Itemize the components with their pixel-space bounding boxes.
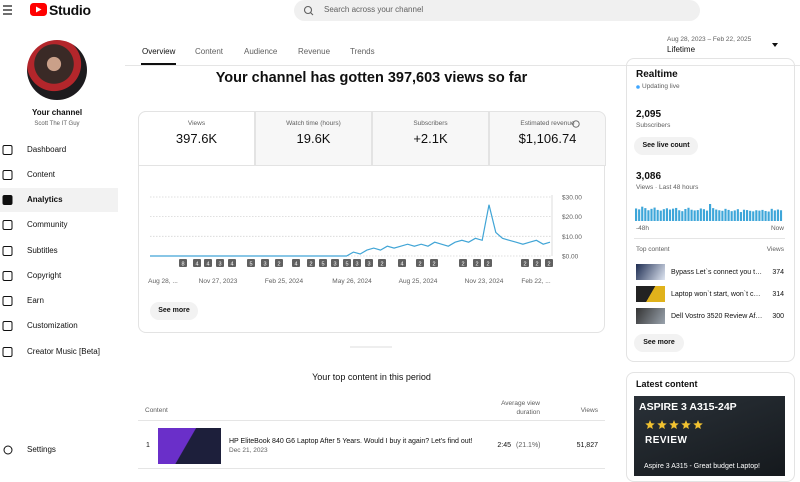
realtime-see-more-label[interactable]: See more xyxy=(643,339,675,346)
metric-label: Watch time (hours) xyxy=(286,120,341,127)
menu-selected-bg xyxy=(0,188,118,212)
row-title[interactable]: HP EliteBook 840 G6 Laptop After 5 Years… xyxy=(229,438,473,445)
item-thumbnail[interactable] xyxy=(636,264,665,280)
item-title[interactable]: Bypass Let`s connect you t… xyxy=(671,269,763,276)
menu-item[interactable]: Content xyxy=(27,170,56,179)
realtime-see-more-button[interactable] xyxy=(634,334,684,352)
realtime-divider xyxy=(634,238,785,239)
axis-end: Now xyxy=(770,225,784,232)
realtime-status: Updating live xyxy=(642,83,680,90)
latest-title: Latest content xyxy=(636,379,698,389)
metric-value: +2.1K xyxy=(413,131,448,146)
menu-item[interactable]: Community xyxy=(27,220,68,229)
item-views: 314 xyxy=(772,291,784,298)
logo-icon[interactable] xyxy=(30,3,47,16)
axis-start: -48h xyxy=(636,225,650,232)
live-count-button[interactable] xyxy=(634,137,698,155)
menu-icon xyxy=(2,321,13,331)
logo-play xyxy=(36,6,42,13)
tabs-divider xyxy=(125,65,800,66)
menu-icon xyxy=(2,271,13,281)
search-placeholder[interactable]: Search across your channel xyxy=(324,5,424,14)
metric-cell[interactable] xyxy=(372,111,489,166)
dropdown-arrow[interactable] xyxy=(772,43,778,47)
metric-cell[interactable] xyxy=(138,111,255,166)
menu-icon xyxy=(2,296,13,306)
item-thumbnail[interactable] xyxy=(636,308,665,324)
realtime-card xyxy=(626,58,795,362)
live-count-label[interactable]: See live count xyxy=(642,142,690,149)
tab[interactable]: Content xyxy=(195,47,224,56)
channel-name: Scott The IT Guy xyxy=(34,121,80,127)
item-views: 374 xyxy=(772,269,784,276)
menu-item[interactable]: Dashboard xyxy=(27,145,67,154)
metric-cell[interactable] xyxy=(489,111,606,166)
item-views: 300 xyxy=(772,313,784,320)
settings-icon xyxy=(3,445,13,455)
see-more-label[interactable]: See more xyxy=(158,307,190,314)
menu-icon xyxy=(2,347,13,357)
menu-icon xyxy=(2,220,13,230)
menu-icon xyxy=(2,246,13,256)
metric-value: 19.6K xyxy=(296,131,331,146)
item-title[interactable]: Dell Vostro 3520 Review Af… xyxy=(671,313,763,320)
latest-thumbnail[interactable] xyxy=(634,396,785,476)
metric-cell[interactable] xyxy=(255,111,372,166)
metric-value: $1,106.74 xyxy=(518,131,577,146)
thumb-badge: REVIEW xyxy=(645,435,688,446)
row-date: Dec 21, 2023 xyxy=(229,447,268,454)
realtime-title: Realtime xyxy=(636,69,678,80)
tab[interactable]: Audience xyxy=(244,47,278,56)
metric-value: 397.6K xyxy=(175,131,218,146)
views-column: Views xyxy=(766,246,784,253)
headline: Your channel has gotten 397,603 views so… xyxy=(215,70,528,86)
menu-icon xyxy=(2,170,13,180)
see-more-button[interactable] xyxy=(150,302,198,320)
menu-item[interactable]: Earn xyxy=(27,296,44,305)
column-duration: Average view duration xyxy=(501,400,540,416)
tab-underline xyxy=(141,63,176,65)
row-thumbnail[interactable] xyxy=(158,428,221,464)
menu-item[interactable]: Analytics xyxy=(27,195,63,204)
subscriber-count: 2,095 xyxy=(636,109,662,120)
channel-title: Your channel xyxy=(31,108,83,117)
avatar[interactable] xyxy=(27,40,87,100)
metric-label: Subscribers xyxy=(413,120,448,127)
menu-icon[interactable] xyxy=(3,5,12,15)
tab[interactable]: Overview xyxy=(142,47,176,56)
menu-item[interactable]: Subtitles xyxy=(27,246,58,255)
menu-icon xyxy=(2,145,13,155)
metric-label: Views xyxy=(187,120,206,127)
row-percent: (21.1%) xyxy=(516,442,541,449)
tab[interactable]: Revenue xyxy=(298,47,331,56)
views-count: 3,086 xyxy=(636,171,662,182)
column-content: Content xyxy=(145,407,168,414)
subscriber-label: Subscribers xyxy=(636,122,671,129)
logo-text[interactable]: Studio xyxy=(49,2,91,18)
search-box[interactable] xyxy=(294,0,700,21)
table-line xyxy=(138,420,605,421)
date-period[interactable]: Lifetime xyxy=(667,45,696,54)
row-duration: 2:45 xyxy=(497,442,511,449)
latest-video-title: Aspire 3 A315 - Great budget Laptop! xyxy=(644,463,760,470)
row-rank: 1 xyxy=(146,442,150,449)
metric-label: Estimated revenue xyxy=(520,120,575,127)
menu-item[interactable]: Customization xyxy=(27,321,78,330)
menu-item[interactable]: Creator Music [Beta] xyxy=(27,347,100,356)
thumb-title: ASPIRE 3 A315-24P xyxy=(639,401,737,413)
settings-item[interactable]: Settings xyxy=(27,445,56,454)
top-content-label: Top content xyxy=(636,246,670,253)
table-line xyxy=(138,468,605,469)
tab[interactable]: Trends xyxy=(350,47,375,56)
top-content-title: Your top content in this period xyxy=(312,372,431,382)
item-thumbnail[interactable] xyxy=(636,286,665,302)
menu-item[interactable]: Copyright xyxy=(27,271,62,280)
item-title[interactable]: Laptop won`t start, won`t c… xyxy=(671,291,761,298)
views-label: Views · Last 48 hours xyxy=(636,184,699,191)
row-views: 51,827 xyxy=(576,442,598,449)
date-range[interactable]: Aug 28, 2023 – Feb 22, 2025 xyxy=(667,36,752,43)
column-views: Views xyxy=(580,407,598,414)
